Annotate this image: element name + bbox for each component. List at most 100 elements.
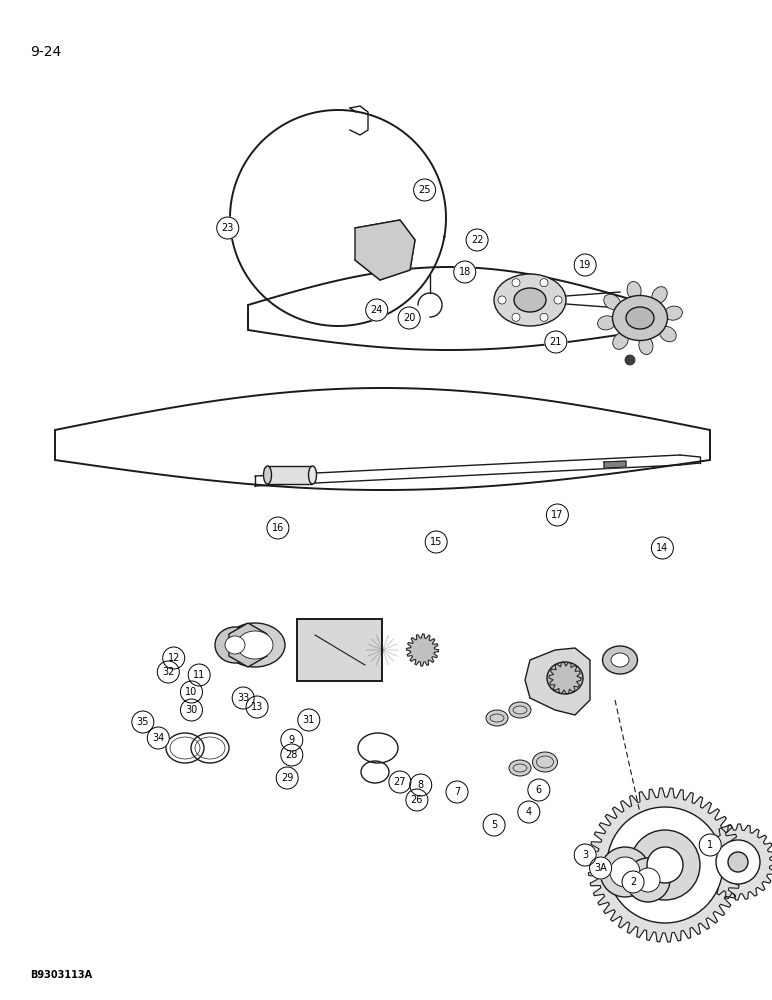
Circle shape — [267, 517, 289, 539]
Circle shape — [410, 774, 432, 796]
Text: 19: 19 — [579, 260, 591, 270]
Circle shape — [728, 852, 748, 872]
Circle shape — [540, 279, 548, 287]
Circle shape — [366, 299, 388, 321]
Text: 26: 26 — [411, 795, 423, 805]
Text: 6: 6 — [536, 785, 542, 795]
Circle shape — [389, 771, 411, 793]
Circle shape — [630, 830, 700, 900]
Text: 32: 32 — [162, 667, 174, 677]
Circle shape — [188, 664, 210, 686]
Circle shape — [547, 504, 568, 526]
Text: 18: 18 — [459, 267, 471, 277]
Circle shape — [512, 279, 520, 287]
Circle shape — [414, 179, 435, 201]
FancyBboxPatch shape — [297, 619, 382, 681]
Circle shape — [699, 834, 721, 856]
Circle shape — [636, 868, 660, 892]
Text: 23: 23 — [222, 223, 234, 233]
Circle shape — [132, 711, 154, 733]
Polygon shape — [604, 461, 626, 468]
Circle shape — [454, 261, 476, 283]
Circle shape — [246, 696, 268, 718]
Ellipse shape — [215, 627, 255, 663]
Ellipse shape — [602, 646, 638, 674]
Polygon shape — [355, 220, 415, 280]
Text: 27: 27 — [394, 777, 406, 787]
Circle shape — [406, 789, 428, 811]
Circle shape — [446, 781, 468, 803]
Ellipse shape — [486, 710, 508, 726]
Circle shape — [163, 647, 185, 669]
Ellipse shape — [611, 653, 629, 667]
Ellipse shape — [652, 287, 667, 303]
Circle shape — [518, 801, 540, 823]
Circle shape — [147, 727, 169, 749]
Circle shape — [574, 844, 596, 866]
Circle shape — [600, 847, 650, 897]
Circle shape — [498, 296, 506, 304]
Ellipse shape — [509, 760, 531, 776]
Ellipse shape — [665, 306, 682, 320]
Circle shape — [626, 858, 670, 902]
Text: B9303113A: B9303113A — [30, 970, 92, 980]
Text: 8: 8 — [418, 780, 424, 790]
Text: 33: 33 — [237, 693, 249, 703]
Circle shape — [157, 661, 179, 683]
Circle shape — [298, 709, 320, 731]
Text: 34: 34 — [152, 733, 164, 743]
Text: 2: 2 — [630, 877, 636, 887]
Text: 7: 7 — [454, 787, 460, 797]
Polygon shape — [525, 648, 590, 715]
Text: 9-24: 9-24 — [30, 45, 61, 59]
Circle shape — [528, 779, 550, 801]
Ellipse shape — [612, 296, 668, 340]
Ellipse shape — [514, 288, 546, 312]
Text: 14: 14 — [656, 543, 669, 553]
Text: 5: 5 — [491, 820, 497, 830]
Circle shape — [398, 307, 420, 329]
Text: 13: 13 — [251, 702, 263, 712]
Text: 3: 3 — [582, 850, 588, 860]
Text: 30: 30 — [185, 705, 198, 715]
Ellipse shape — [225, 636, 245, 654]
Ellipse shape — [659, 326, 676, 342]
Text: 31: 31 — [303, 715, 315, 725]
Circle shape — [545, 331, 567, 353]
Circle shape — [540, 313, 548, 321]
Text: 22: 22 — [471, 235, 483, 245]
Text: 3A: 3A — [594, 863, 607, 873]
Circle shape — [554, 296, 562, 304]
Polygon shape — [700, 824, 772, 900]
Text: 24: 24 — [371, 305, 383, 315]
Text: 10: 10 — [185, 687, 198, 697]
Ellipse shape — [533, 752, 557, 772]
Circle shape — [610, 857, 640, 887]
Ellipse shape — [547, 662, 583, 694]
Text: 35: 35 — [137, 717, 149, 727]
Text: 15: 15 — [430, 537, 442, 547]
Circle shape — [181, 681, 202, 703]
Circle shape — [425, 531, 447, 553]
Text: 9: 9 — [289, 735, 295, 745]
Ellipse shape — [263, 466, 272, 484]
Circle shape — [647, 847, 683, 883]
Ellipse shape — [225, 623, 285, 667]
Text: 16: 16 — [272, 523, 284, 533]
Circle shape — [574, 254, 596, 276]
Polygon shape — [55, 388, 710, 490]
Circle shape — [716, 840, 760, 884]
Circle shape — [512, 313, 520, 321]
Ellipse shape — [604, 294, 621, 310]
Circle shape — [232, 687, 254, 709]
Circle shape — [466, 229, 488, 251]
Circle shape — [590, 857, 611, 879]
FancyBboxPatch shape — [268, 466, 313, 484]
Text: 21: 21 — [550, 337, 562, 347]
Polygon shape — [248, 267, 650, 350]
Text: 28: 28 — [286, 750, 298, 760]
Ellipse shape — [309, 466, 317, 484]
Text: 1: 1 — [707, 840, 713, 850]
Circle shape — [625, 355, 635, 365]
Circle shape — [217, 217, 239, 239]
